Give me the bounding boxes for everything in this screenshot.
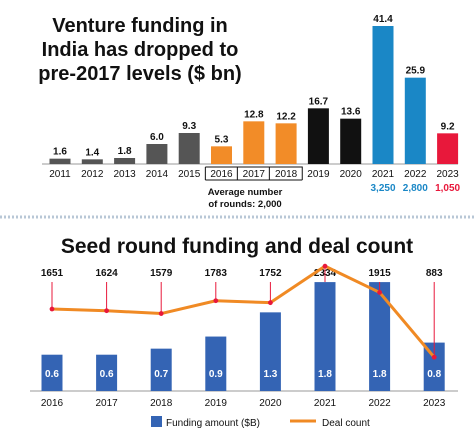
- venture-tick-2017: 2017: [243, 169, 266, 180]
- venture-value-2016: 5.3: [215, 134, 229, 145]
- venture-value-2022: 25.9: [406, 66, 426, 77]
- deal-count-2021: 2334: [314, 268, 337, 279]
- venture-title-line-3: pre-2017 levels ($ bn): [38, 63, 241, 85]
- venture-bar-2013: [114, 158, 136, 164]
- seed-bar-value-2023: 0.8: [427, 369, 441, 380]
- venture-bar-2017: [243, 121, 265, 164]
- seed-bar-2019: [205, 336, 227, 391]
- venture-bar-2014: [146, 144, 168, 164]
- venture-value-2021: 41.4: [373, 14, 393, 25]
- seed-bar-value-2019: 0.9: [209, 369, 223, 380]
- venture-bar-2011: [49, 158, 71, 164]
- deal-point-2016: [49, 306, 55, 312]
- venture-tick-2019: 2019: [307, 169, 330, 180]
- deal-count-2022: 1915: [368, 268, 391, 279]
- seed-tick-2019: 2019: [205, 398, 228, 409]
- venture-title-line-1: Venture funding in: [52, 15, 228, 37]
- rounds-count-2023: 1,050: [435, 183, 460, 194]
- seed-funding-chart: 0.6 2016 0.6 2017 0.7 2018 0.9 2019 1.3 2020 1.8 20…: [30, 263, 458, 409]
- deal-point-2022: [377, 290, 382, 295]
- seed-bar-2016: [41, 354, 63, 391]
- seed-bar-2017: [96, 354, 118, 391]
- venture-bar-2018: [275, 123, 297, 164]
- deal-count-line: [51, 264, 436, 359]
- venture-tick-2023: 2023: [436, 169, 459, 180]
- venture-value-2011: 1.6: [53, 147, 67, 158]
- venture-value-2020: 13.6: [341, 107, 361, 118]
- legend-funding-label: Funding amount ($B): [166, 418, 260, 429]
- venture-bar-2012: [81, 159, 103, 164]
- venture-tick-2013: 2013: [113, 169, 136, 180]
- deal-point-2018: [158, 311, 164, 316]
- venture-bar-2023: [437, 133, 459, 164]
- seed-bar-value-2022: 1.8: [373, 369, 387, 380]
- seed-bar-value-2018: 0.7: [154, 369, 168, 380]
- seed-title: Seed round funding and deal count: [61, 235, 413, 258]
- venture-tick-2014: 2014: [146, 169, 169, 180]
- seed-bar-2022: [369, 282, 391, 391]
- venture-tick-2012: 2012: [81, 169, 104, 180]
- venture-value-2013: 1.8: [118, 146, 132, 157]
- venture-value-2018: 12.2: [276, 111, 296, 122]
- deal-point-2019: [213, 298, 219, 304]
- venture-value-2012: 1.4: [85, 147, 99, 158]
- seed-bar-2020: [259, 312, 281, 391]
- avg-rounds-line-1: Average number: [208, 187, 283, 198]
- legend-deal-label: Deal count: [322, 418, 370, 429]
- venture-value-2014: 6.0: [150, 132, 164, 143]
- venture-bar-2016: [211, 146, 232, 164]
- avg-rounds-line-2: of rounds: 2,000: [208, 199, 281, 210]
- venture-bar-2022: [404, 77, 426, 164]
- deal-count-2018: 1579: [150, 268, 173, 279]
- venture-tick-2016: 2016: [210, 169, 233, 180]
- deal-point-2021: [322, 263, 328, 269]
- venture-tick-2021: 2021: [372, 169, 395, 180]
- seed-tick-2021: 2021: [314, 398, 337, 409]
- seed-bar-2023: [423, 342, 445, 391]
- highlight-bracket: [204, 166, 303, 181]
- deal-count-2019: 1783: [205, 268, 228, 279]
- venture-tick-2011: 2011: [49, 169, 71, 180]
- venture-bar-2019: [307, 108, 329, 164]
- seed-bar-2021: [314, 282, 336, 391]
- seed-bar-value-2020: 1.3: [263, 369, 277, 380]
- seed-tick-2023: 2023: [423, 398, 446, 409]
- venture-funding-chart: 1.6 2011 1.4 2012 1.8 2013 6.0 2014 9.3 2015 5.3 20…: [42, 14, 461, 194]
- deal-count-2023: 883: [426, 268, 443, 279]
- rounds-count-2022: 2,800: [403, 183, 428, 194]
- seed-tick-2020: 2020: [259, 398, 282, 409]
- seed-tick-2016: 2016: [41, 398, 64, 409]
- seed-bar-value-2017: 0.6: [100, 369, 114, 380]
- venture-tick-2022: 2022: [404, 169, 427, 180]
- venture-bar-2015: [178, 133, 200, 164]
- venture-value-2015: 9.3: [182, 121, 196, 132]
- venture-value-2017: 12.8: [244, 109, 264, 120]
- venture-value-2019: 16.7: [309, 96, 329, 107]
- seed-bar-2018: [150, 348, 172, 391]
- seed-bar-value-2016: 0.6: [45, 369, 59, 380]
- rounds-count-2021: 3,250: [370, 183, 395, 194]
- venture-tick-2015: 2015: [178, 169, 201, 180]
- venture-value-2023: 9.2: [441, 121, 455, 132]
- deal-point-2023: [431, 354, 437, 360]
- venture-bar-2020: [340, 118, 362, 164]
- seed-bar-value-2021: 1.8: [318, 369, 332, 380]
- venture-bar-2021: [372, 26, 394, 164]
- venture-title-line-2: India has dropped to: [42, 39, 239, 61]
- deal-count-2020: 1752: [259, 268, 282, 279]
- deal-point-2017: [104, 308, 109, 314]
- venture-tick-2018: 2018: [275, 169, 298, 180]
- deal-point-2020: [268, 300, 273, 306]
- seed-tick-2022: 2022: [368, 398, 391, 409]
- venture-tick-2020: 2020: [340, 169, 363, 180]
- seed-tick-2017: 2017: [95, 398, 118, 409]
- deal-count-2017: 1624: [95, 268, 118, 279]
- deal-count-2016: 1651: [41, 268, 64, 279]
- legend-funding-swatch: [151, 416, 162, 427]
- seed-tick-2018: 2018: [150, 398, 173, 409]
